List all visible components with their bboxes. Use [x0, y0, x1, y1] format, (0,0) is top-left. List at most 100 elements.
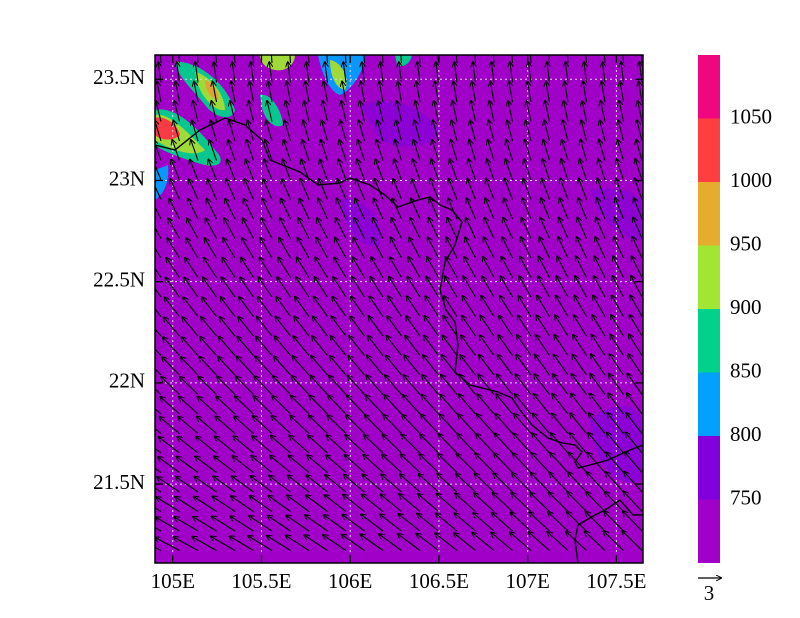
wind-arrow	[185, 258, 199, 278]
wind-arrow	[342, 82, 347, 103]
wind-arrow	[425, 316, 439, 337]
wind-arrow	[596, 218, 606, 239]
wind-arrow	[499, 316, 513, 337]
wind-arrow	[489, 101, 495, 122]
wind-arrow	[571, 394, 587, 415]
wind-arrow	[369, 297, 384, 317]
wind-arrow	[216, 396, 236, 415]
wind-arrow	[632, 237, 643, 259]
wind-arrow	[503, 218, 513, 239]
wind-arrow	[262, 199, 273, 220]
wind-arrow	[252, 55, 255, 64]
wind-arrow	[342, 535, 365, 551]
wind-arrow	[618, 120, 625, 142]
wind-arrow	[298, 218, 310, 239]
wind-arrow	[290, 416, 310, 434]
wind-arrow	[355, 198, 366, 220]
wind-arrow	[427, 257, 439, 278]
wind-arrow	[196, 55, 199, 64]
wind-arrow	[248, 536, 273, 551]
wind-arrow	[549, 492, 569, 512]
wind-arrow	[494, 453, 513, 473]
wind-arrow	[228, 140, 236, 161]
wind-arrow	[488, 140, 495, 161]
wind-arrow	[487, 159, 495, 181]
wind-arrow	[343, 62, 346, 83]
wind-arrow	[155, 160, 162, 181]
wind-arrow	[407, 296, 421, 317]
wind-arrow	[496, 394, 513, 415]
wind-arrow	[312, 336, 328, 356]
wind-arrow	[540, 218, 551, 239]
wind-arrow	[155, 247, 162, 259]
reference-label: 3	[704, 581, 715, 605]
wind-arrow	[587, 453, 606, 473]
wind-arrow	[568, 472, 587, 493]
wind-arrow	[380, 514, 402, 532]
wind-arrow	[198, 377, 217, 395]
wind-arrow	[452, 101, 458, 122]
wind-arrow	[174, 517, 199, 532]
wind-arrow	[376, 140, 384, 161]
wind-arrow	[426, 277, 439, 298]
wind-arrow	[442, 336, 458, 356]
wind-arrow	[206, 218, 217, 239]
wind-arrow	[451, 140, 458, 161]
wind-arrow	[365, 395, 384, 415]
wind-arrow	[170, 179, 181, 200]
wind-arrow	[555, 315, 569, 337]
wind-arrow	[594, 276, 606, 298]
wind-arrow	[331, 316, 347, 337]
wind-arrow	[485, 198, 495, 220]
wind-arrow	[455, 493, 476, 512]
wind-arrow	[434, 101, 440, 122]
wind-arrow	[401, 435, 421, 454]
wind-arrow	[511, 493, 532, 512]
wind-arrow	[271, 436, 291, 454]
wind-arrow	[326, 455, 347, 473]
wind-arrow	[446, 237, 458, 259]
wind-arrow	[451, 120, 458, 142]
wind-arrow	[251, 62, 254, 83]
wind-arrow	[477, 394, 495, 415]
wind-arrow	[195, 62, 198, 83]
wind-arrow	[337, 179, 347, 200]
wind-arrow	[250, 82, 255, 103]
wind-arrow	[192, 537, 217, 551]
wind-arrow	[224, 218, 236, 239]
wind-arrow	[287, 82, 292, 103]
wind-arrow	[636, 140, 643, 161]
wind-arrow	[379, 534, 402, 551]
wind-arrow	[472, 82, 477, 103]
wind-arrow	[325, 475, 347, 493]
wind-arrow	[393, 179, 403, 200]
wind-arrow	[605, 472, 624, 493]
wind-arrow	[361, 514, 384, 532]
wind-arrow	[314, 297, 328, 317]
wind-arrow	[638, 101, 643, 122]
wind-arrow	[232, 62, 235, 83]
wind-arrow	[398, 534, 421, 551]
wind-arrow	[383, 435, 402, 454]
wind-arrow	[563, 120, 569, 142]
wind-arrow	[184, 278, 199, 298]
wind-arrow	[399, 62, 402, 83]
wind-arrow	[548, 55, 551, 64]
wind-arrow	[400, 55, 403, 64]
wind-arrow	[307, 55, 310, 64]
wind-arrow	[477, 414, 495, 434]
wind-arrow	[237, 357, 254, 376]
wind-arrow	[155, 287, 162, 298]
wind-arrow	[419, 474, 439, 493]
wind-arrow	[479, 355, 495, 376]
wind-arrow	[526, 120, 532, 142]
wind-arrow	[177, 437, 199, 454]
wind-arrow	[469, 140, 477, 161]
wind-arrow	[381, 55, 384, 64]
vector-reference: 3	[698, 578, 721, 605]
wind-arrow	[367, 356, 384, 376]
axes: 105E 105.5E 106E 106.5E 107E 107.5E 21.5N 22N 22…	[93, 55, 646, 593]
wind-arrow	[293, 336, 310, 356]
wind-arrow	[559, 218, 569, 239]
wind-arrow	[493, 473, 513, 493]
